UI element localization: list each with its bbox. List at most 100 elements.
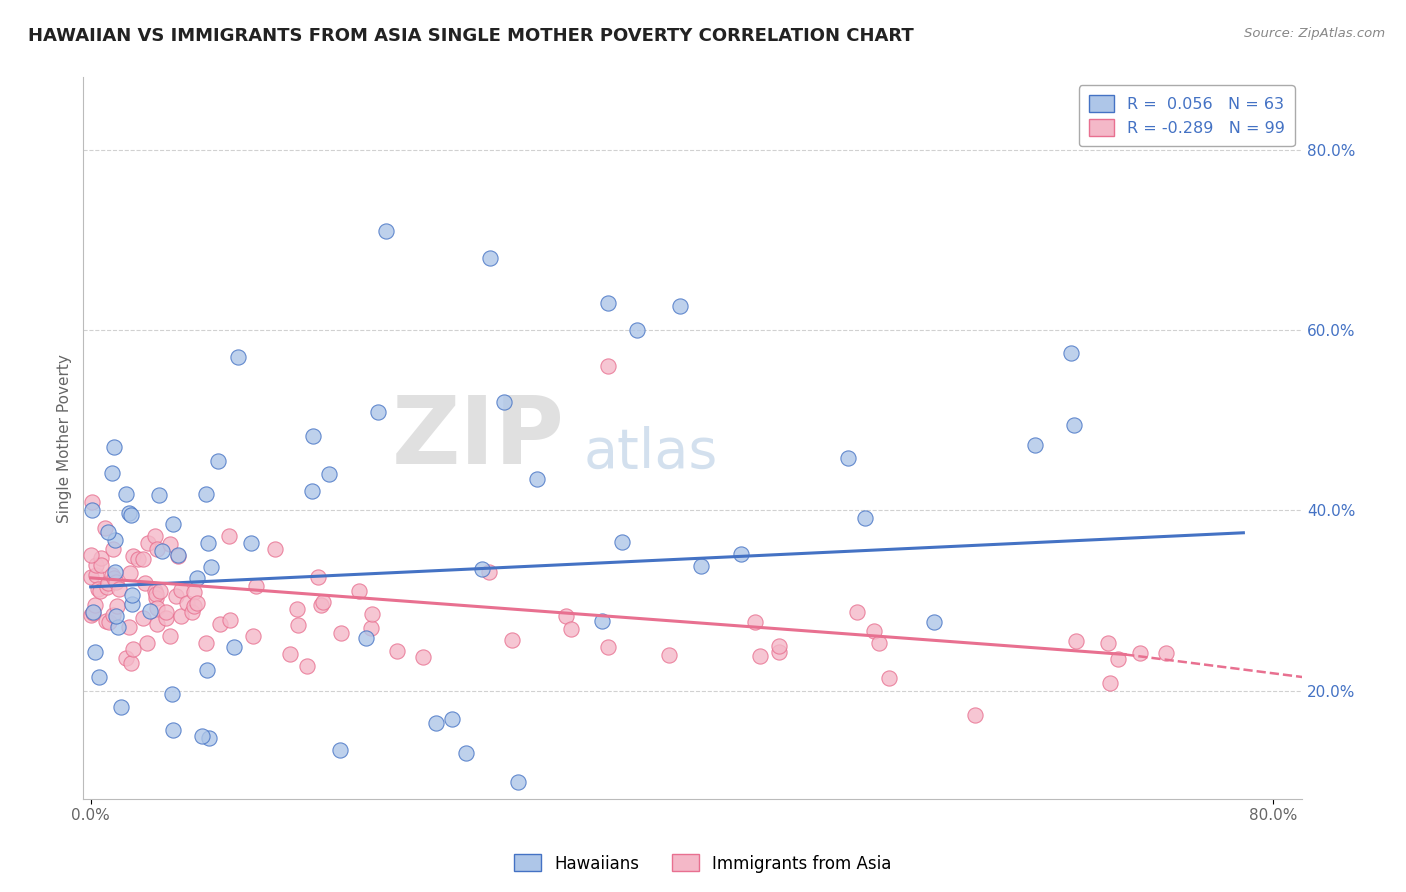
- Point: [285, 602, 308, 616]
- Point: [668, 299, 690, 313]
- Point: [107, 620, 129, 634]
- Point: [198, 731, 221, 746]
- Point: [195, 664, 218, 678]
- Point: [863, 624, 886, 639]
- Point: [768, 645, 790, 659]
- Point: [360, 621, 382, 635]
- Point: [730, 547, 752, 561]
- Point: [454, 747, 477, 761]
- Point: [610, 535, 633, 549]
- Point: [186, 596, 208, 610]
- Point: [87, 582, 110, 597]
- Point: [245, 579, 267, 593]
- Point: [1098, 676, 1121, 690]
- Point: [922, 615, 945, 629]
- Point: [1129, 646, 1152, 660]
- Point: [478, 565, 501, 579]
- Point: [90, 551, 112, 566]
- Point: [749, 649, 772, 664]
- Point: [118, 566, 141, 580]
- Point: [145, 591, 167, 606]
- Point: [658, 648, 681, 662]
- Point: [143, 529, 166, 543]
- Point: [87, 670, 110, 684]
- Point: [494, 395, 516, 409]
- Point: [837, 451, 859, 466]
- Point: [162, 516, 184, 531]
- Point: [197, 535, 219, 549]
- Point: [84, 568, 107, 582]
- Point: [138, 604, 160, 618]
- Text: ZIP: ZIP: [392, 392, 565, 484]
- Point: [302, 429, 325, 443]
- Point: [162, 723, 184, 738]
- Point: [146, 616, 169, 631]
- Point: [440, 712, 463, 726]
- Point: [80, 502, 103, 516]
- Point: [219, 613, 242, 627]
- Point: [1059, 345, 1081, 359]
- Text: HAWAIIAN VS IMMIGRANTS FROM ASIA SINGLE MOTHER POVERTY CORRELATION CHART: HAWAIIAN VS IMMIGRANTS FROM ASIA SINGLE …: [28, 27, 914, 45]
- Point: [103, 440, 125, 454]
- Point: [425, 715, 447, 730]
- Point: [176, 596, 198, 610]
- Point: [744, 615, 766, 629]
- Point: [278, 647, 301, 661]
- Point: [117, 506, 139, 520]
- Point: [508, 774, 530, 789]
- Point: [207, 454, 229, 468]
- Point: [194, 636, 217, 650]
- Point: [160, 687, 183, 701]
- Point: [96, 580, 118, 594]
- Point: [349, 584, 371, 599]
- Point: [104, 565, 127, 579]
- Point: [208, 616, 231, 631]
- Point: [114, 650, 136, 665]
- Point: [104, 533, 127, 547]
- Point: [301, 484, 323, 499]
- Point: [121, 588, 143, 602]
- Point: [165, 589, 187, 603]
- Point: [94, 521, 117, 535]
- Point: [877, 671, 900, 685]
- Point: [478, 251, 501, 265]
- Point: [84, 558, 107, 573]
- Point: [121, 549, 143, 563]
- Point: [412, 650, 434, 665]
- Point: [183, 599, 205, 613]
- Point: [110, 700, 132, 714]
- Point: [121, 597, 143, 611]
- Point: [132, 552, 155, 566]
- Point: [596, 296, 619, 310]
- Point: [84, 599, 107, 613]
- Text: atlas: atlas: [583, 425, 717, 480]
- Point: [242, 629, 264, 643]
- Point: [159, 537, 181, 551]
- Point: [218, 529, 240, 543]
- Point: [287, 617, 309, 632]
- Point: [167, 549, 190, 563]
- Point: [150, 544, 173, 558]
- Point: [180, 605, 202, 619]
- Point: [1064, 633, 1087, 648]
- Point: [155, 611, 177, 625]
- Y-axis label: Single Mother Poverty: Single Mother Poverty: [58, 353, 72, 523]
- Point: [239, 536, 262, 550]
- Point: [845, 605, 868, 619]
- Point: [560, 622, 582, 636]
- Point: [367, 405, 389, 419]
- Text: Source: ZipAtlas.com: Source: ZipAtlas.com: [1244, 27, 1385, 40]
- Point: [1097, 636, 1119, 650]
- Point: [149, 583, 172, 598]
- Point: [1063, 418, 1085, 433]
- Point: [596, 640, 619, 654]
- Point: [134, 575, 156, 590]
- Point: [94, 614, 117, 628]
- Point: [526, 472, 548, 486]
- Point: [80, 569, 103, 583]
- Point: [127, 552, 149, 566]
- Point: [82, 494, 104, 508]
- Point: [307, 570, 329, 584]
- Point: [101, 542, 124, 557]
- Point: [105, 608, 128, 623]
